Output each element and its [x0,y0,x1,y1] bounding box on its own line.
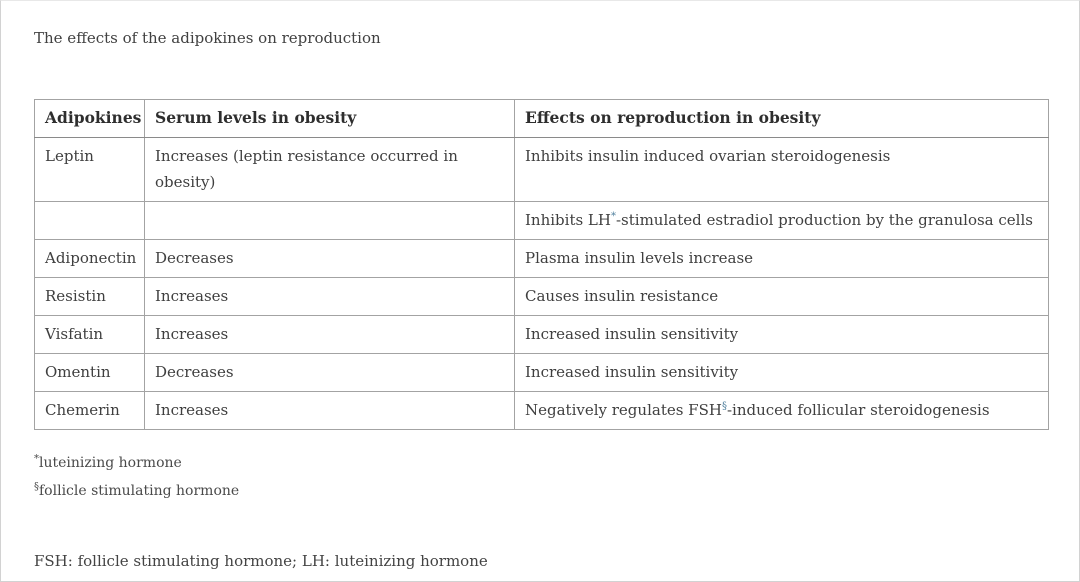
cell-adipokine: Adiponectin [34,239,145,278]
cell-serum-level: Increases [144,391,515,430]
cell-effect: Inhibits insulin induced ovarian steroid… [514,137,1049,202]
document-content: The effects of the adipokines on reprodu… [1,1,1079,571]
cell-adipokine: Resistin [34,277,145,316]
table-header-row: Adipokines Serum levels in obesity Effec… [34,99,1049,138]
column-header-serum-levels: Serum levels in obesity [144,99,515,138]
footnote: *luteinizing hormone [34,453,182,471]
cell-effect: Plasma insulin levels increase [514,239,1049,278]
footnote: §follicle stimulating hormone [34,481,240,499]
footnote-marker: § [34,481,39,493]
footnote-marker: * [610,211,616,222]
table-row: Resistin Increases Causes insulin resistan… [34,277,1049,316]
table-row: Leptin Increases (leptin resistance occur… [34,137,1049,202]
column-header-effects: Effects on reproduction in obesity [514,99,1049,138]
table-row: Chemerin Increases Negatively regulates FS… [34,391,1049,430]
cell-adipokine: Omentin [34,353,145,392]
cell-adipokine [34,201,145,240]
cell-effect: Increased insulin sensitivity [514,315,1049,354]
cell-effect: Increased insulin sensitivity [514,353,1049,392]
cell-serum-level: Increases [144,315,515,354]
cell-effect: Causes insulin resistance [514,277,1049,316]
cell-adipokine: Visfatin [34,315,145,354]
cell-serum-level: Increases [144,277,515,316]
table-row: Adiponectin Decreases Plasma insulin level… [34,239,1049,278]
adipokine-table: Adipokines Serum levels in obesity Effec… [34,99,1049,430]
table-row: Inhibits LH*-stimulated estradiol produc… [34,201,1049,240]
cell-adipokine: Leptin [34,137,145,202]
cell-effect: Negatively regulates FSH§-induced follic… [514,391,1049,430]
page-title: The effects of the adipokines on reprodu… [34,29,381,47]
table-row: Omentin Decreases Increased insulin sensit… [34,353,1049,392]
cell-serum-level: Increases (leptin resistance occurred in… [144,137,515,202]
cell-adipokine: Chemerin [34,391,145,430]
cell-serum-level: Decreases [144,353,515,392]
table-row: Visfatin Increases Increased insulin sensi… [34,315,1049,354]
column-header-adipokines: Adipokines [34,99,145,138]
footnote-marker: * [34,453,39,465]
cell-serum-level [144,201,515,240]
cell-effect: Inhibits LH*-stimulated estradiol produc… [514,201,1049,240]
abbreviation-line: FSH: follicle stimulating hormone; LH: l… [34,552,488,570]
cell-serum-level: Decreases [144,239,515,278]
footnote-marker: § [721,401,727,412]
adipokine-table-body: Leptin Increases (leptin resistance occur… [34,137,1049,430]
footnotes: *luteinizing hormone §follicle stimulatin… [34,449,1046,505]
